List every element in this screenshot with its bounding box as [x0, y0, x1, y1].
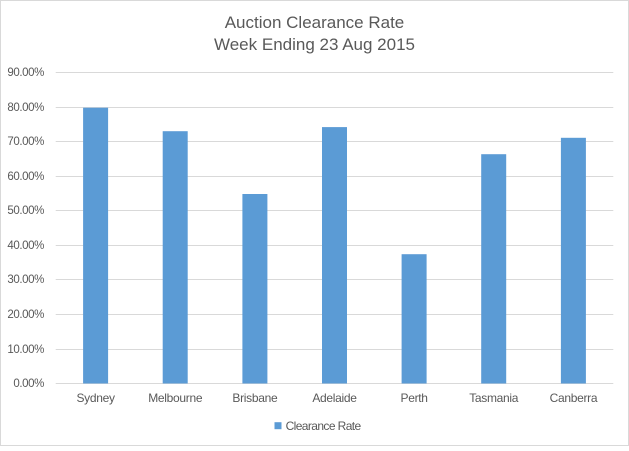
svg-text:Week Ending 23 Aug 2015: Week Ending 23 Aug 2015 — [214, 35, 415, 54]
svg-text:Perth: Perth — [401, 391, 428, 405]
svg-text:Melbourne: Melbourne — [148, 391, 203, 405]
svg-text:10.00%: 10.00% — [7, 344, 44, 356]
svg-text:70.00%: 70.00% — [7, 136, 44, 148]
svg-text:80.00%: 80.00% — [7, 102, 44, 114]
svg-text:Adelaide: Adelaide — [312, 391, 357, 405]
svg-text:Canberra: Canberra — [550, 391, 598, 405]
svg-text:40.00%: 40.00% — [7, 240, 44, 252]
svg-text:Sydney: Sydney — [76, 391, 115, 405]
svg-text:20.00%: 20.00% — [7, 309, 44, 321]
svg-text:50.00%: 50.00% — [7, 205, 44, 217]
svg-text:Tasmania: Tasmania — [469, 391, 519, 405]
svg-text:0.00%: 0.00% — [13, 378, 44, 390]
svg-text:Auction Clearance Rate: Auction Clearance Rate — [225, 13, 405, 32]
svg-text:Clearance Rate: Clearance Rate — [286, 419, 362, 433]
svg-text:Brisbane: Brisbane — [232, 391, 278, 405]
svg-text:60.00%: 60.00% — [7, 171, 44, 183]
svg-text:90.00%: 90.00% — [7, 67, 44, 79]
svg-text:30.00%: 30.00% — [7, 274, 44, 286]
